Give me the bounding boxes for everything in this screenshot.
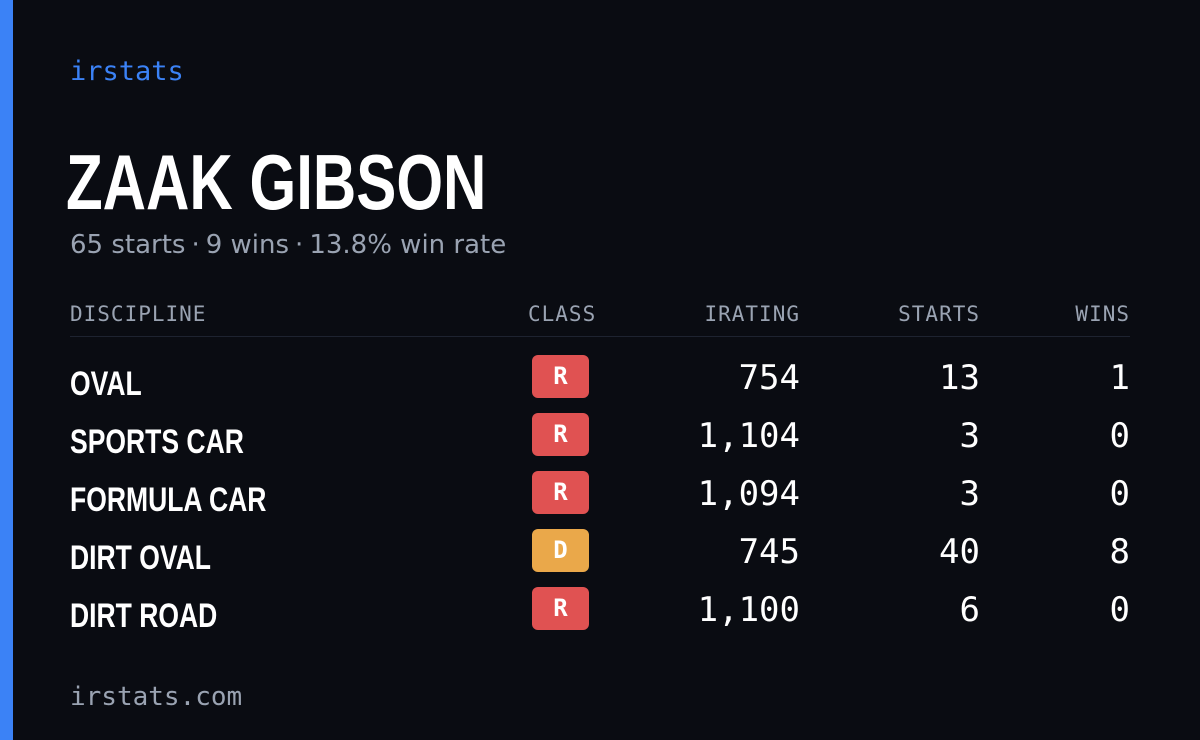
- starts-value: 13: [939, 358, 980, 398]
- table-row: SPORTS CAR R 1,104 3 0: [70, 413, 1130, 471]
- accent-bar: [0, 0, 13, 740]
- wins-value: 0: [1109, 416, 1130, 456]
- class-badge: R: [532, 413, 589, 456]
- irating-value: 1,100: [697, 590, 800, 630]
- irating-value: 745: [738, 532, 800, 572]
- header-discipline: DISCIPLINE: [70, 302, 207, 326]
- discipline-name: SPORTS CAR: [70, 423, 244, 461]
- summary-separator: ·: [295, 230, 304, 260]
- discipline-name: OVAL: [70, 365, 142, 403]
- class-badge: R: [532, 471, 589, 514]
- table-row: DIRT ROAD R 1,100 6 0: [70, 587, 1130, 645]
- summary-separator: ·: [191, 230, 200, 260]
- brand-logo-text: irstats: [70, 56, 184, 87]
- discipline-name: DIRT ROAD: [70, 597, 218, 635]
- wins-value: 8: [1109, 532, 1130, 572]
- wins-value: 0: [1109, 474, 1130, 514]
- table-row: DIRT OVAL D 745 40 8: [70, 529, 1130, 587]
- wins-value: 1: [1109, 358, 1130, 398]
- starts-value: 6: [959, 590, 980, 630]
- discipline-name: DIRT OVAL: [70, 539, 211, 577]
- irating-value: 1,094: [697, 474, 800, 514]
- table-header: DISCIPLINE CLASS IRATING STARTS WINS: [70, 296, 1130, 337]
- driver-summary: 65 starts · 9 wins · 13.8% win rate: [70, 228, 506, 262]
- header-starts: STARTS: [898, 302, 980, 326]
- header-class: CLASS: [528, 302, 597, 326]
- wins-value: 0: [1109, 590, 1130, 630]
- summary-win-rate: 13.8% win rate: [309, 230, 507, 260]
- starts-value: 3: [959, 474, 980, 514]
- class-badge: R: [532, 587, 589, 630]
- starts-value: 3: [959, 416, 980, 456]
- class-badge: D: [532, 529, 589, 572]
- discipline-name: FORMULA CAR: [70, 481, 267, 519]
- header-irating: IRATING: [704, 302, 800, 326]
- summary-wins: 9 wins: [205, 230, 290, 260]
- summary-starts: 65 starts: [70, 230, 186, 260]
- discipline-stats-table: DISCIPLINE CLASS IRATING STARTS WINS OVA…: [70, 296, 1130, 645]
- irating-value: 754: [738, 358, 800, 398]
- driver-name: ZAAK GIBSON: [66, 138, 487, 226]
- irating-value: 1,104: [697, 416, 800, 456]
- table-row: FORMULA CAR R 1,094 3 0: [70, 471, 1130, 529]
- footer-url: irstats.com: [70, 682, 243, 712]
- table-row: OVAL R 754 13 1: [70, 355, 1130, 413]
- class-badge: R: [532, 355, 589, 398]
- table-body: OVAL R 754 13 1 SPORTS CAR R 1,104 3 0 F…: [70, 355, 1130, 645]
- header-wins: WINS: [1075, 302, 1130, 326]
- starts-value: 40: [939, 532, 980, 572]
